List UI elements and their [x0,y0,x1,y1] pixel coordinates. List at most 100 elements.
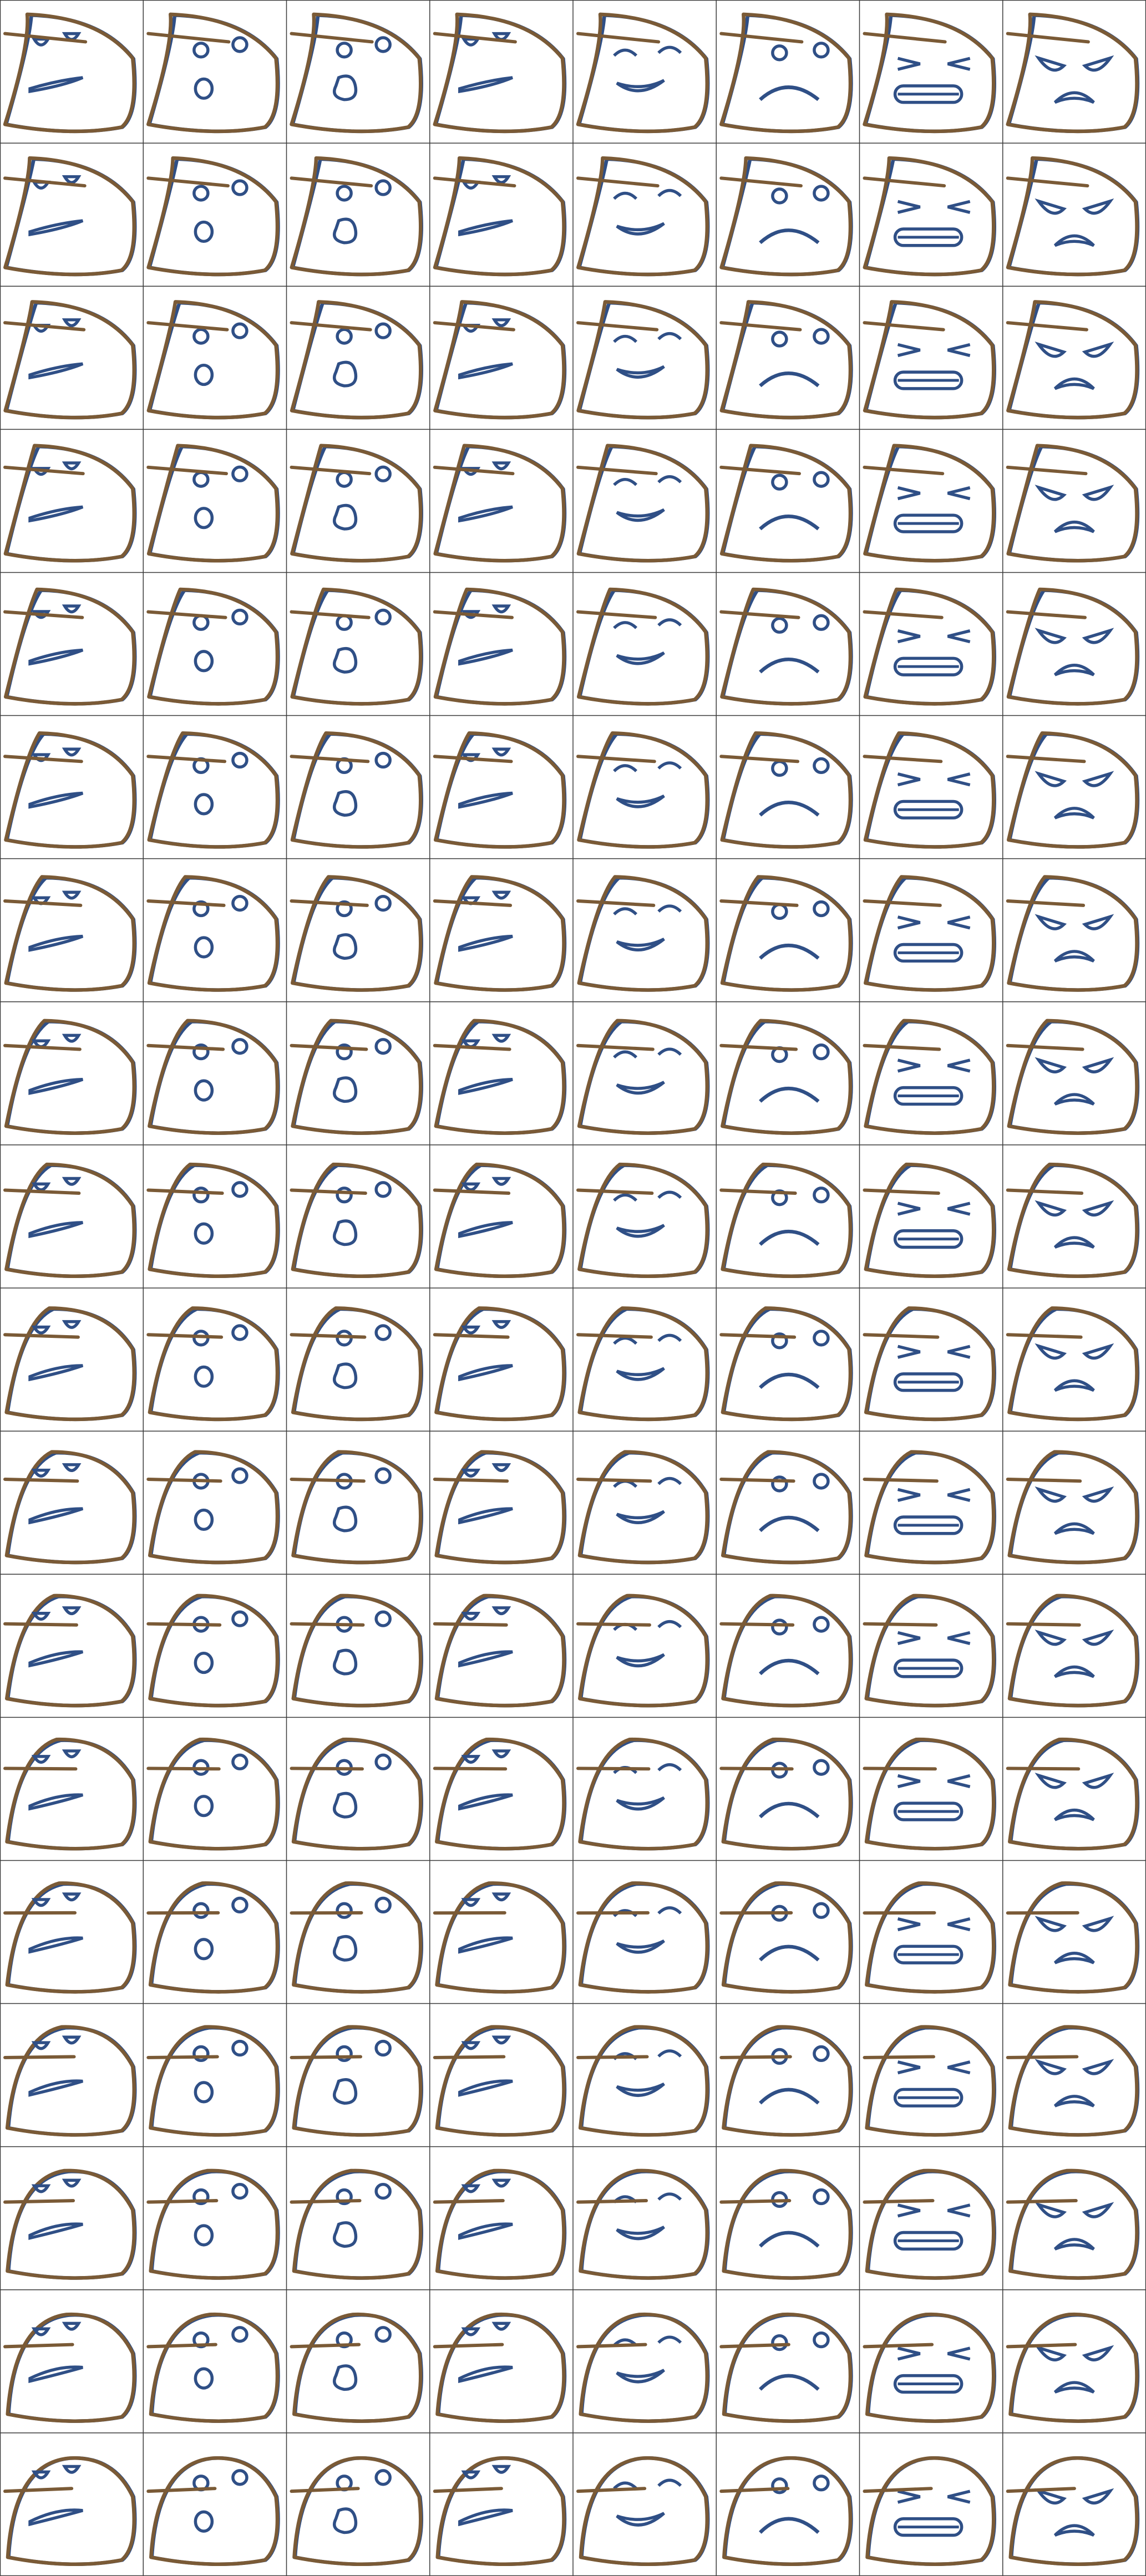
sprite-cell [1006,1594,1140,1708]
sprite-cell [433,12,567,134]
sprite-cell [863,2025,996,2137]
sprite-cell [1006,1162,1140,1278]
sprite-cell [146,2025,280,2137]
sprite-cell [290,2312,423,2423]
sprite-cell [1006,1881,1140,1994]
sprite-cell [1006,1306,1140,1422]
sprite-cell [719,1881,853,1994]
sprite-cell [719,444,853,563]
sprite-cell [146,300,280,420]
sprite-cell [290,1594,423,1708]
sprite-cell [719,1306,853,1422]
sprite-cell [576,587,710,706]
sprite-cell [433,1737,567,1851]
sprite-cell [576,2025,710,2137]
sprite-cell [146,875,280,992]
sprite-cell [433,1306,567,1422]
sprite-cell [3,1019,137,1135]
sprite-cell [290,2025,423,2137]
sprite-cell [3,300,137,420]
sprite-cell [3,875,137,992]
sprite-cell [719,731,853,849]
sprite-cell [433,2025,567,2137]
sprite-cell [433,2456,567,2566]
sprite-cell [433,1594,567,1708]
sprite-cell [1006,875,1140,992]
sprite-cell [433,1019,567,1135]
sprite-cell [290,2456,423,2566]
sprite-cell [146,2312,280,2423]
sprite-cell [433,1162,567,1278]
sprite-cell [1006,300,1140,420]
sprite-cell [719,2168,853,2280]
sprite-cell [719,875,853,992]
sprite-cell [290,1162,423,1278]
sprite-cell [1006,2025,1140,2137]
sprite-cell [1006,2168,1140,2280]
sprite-cell [719,156,853,277]
sprite-cell [290,875,423,992]
sprite-cell [1006,1019,1140,1135]
sprite-cell [576,2456,710,2566]
sprite-cell [576,1450,710,1565]
sprite-cell [863,1881,996,1994]
sprite-cell [576,1594,710,1708]
sprite-cell [3,12,137,134]
sprite-cell [863,156,996,277]
sprite-cell [1006,1450,1140,1565]
sprite-cell [146,1737,280,1851]
sprite-cell [863,1737,996,1851]
sprite-cell [576,1306,710,1422]
sprite-cell [863,1594,996,1708]
sprite-cell [863,1162,996,1278]
sprite-cell [3,1306,137,1422]
sprite-cell [146,1162,280,1278]
sprite-cell [146,1594,280,1708]
sprite-cell [863,587,996,706]
sprite-cell [146,731,280,849]
sprite-cell [3,2025,137,2137]
sprite-cell [433,875,567,992]
sprite-cell [1006,156,1140,277]
sprite-cell [576,731,710,849]
sprite-cell [863,1306,996,1422]
sprite-cell [3,1162,137,1278]
sprite-cell [1006,1737,1140,1851]
sprite-cell [3,1881,137,1994]
sprite-cell [719,1594,853,1708]
sprite-cell [863,12,996,134]
sprite-cell [433,1450,567,1565]
sprite-cell [290,587,423,706]
sprite-cell [146,12,280,134]
sprite-cell [719,12,853,134]
sprite-cell [433,1881,567,1994]
sprite-cell [290,1450,423,1565]
sprite-cell [290,1881,423,1994]
sprite-cell [290,1019,423,1135]
sprite-cell [146,587,280,706]
sprite-cell [719,1450,853,1565]
sprite-cell [719,1019,853,1135]
sprite-cell [290,300,423,420]
sprite-cell [576,156,710,277]
sprite-cell [576,444,710,563]
sprite-cell [146,1019,280,1135]
sprite-cell [863,300,996,420]
sprite-cell [433,156,567,277]
sprite-cell [146,1450,280,1565]
sprite-cell [719,1737,853,1851]
sprite-cell [3,1450,137,1565]
sprite-cell [290,1737,423,1851]
sprite-cell [863,2456,996,2566]
sprite-cells [3,12,1140,2566]
sprite-cell [576,2312,710,2423]
sprite-cell [3,731,137,849]
sprite-cell [433,587,567,706]
sprite-cell [863,1450,996,1565]
sprite-cell [576,1737,710,1851]
sprite-cell [863,731,996,849]
sprite-cell [3,156,137,277]
sprite-cell [576,1162,710,1278]
sprite-cell [719,2312,853,2423]
